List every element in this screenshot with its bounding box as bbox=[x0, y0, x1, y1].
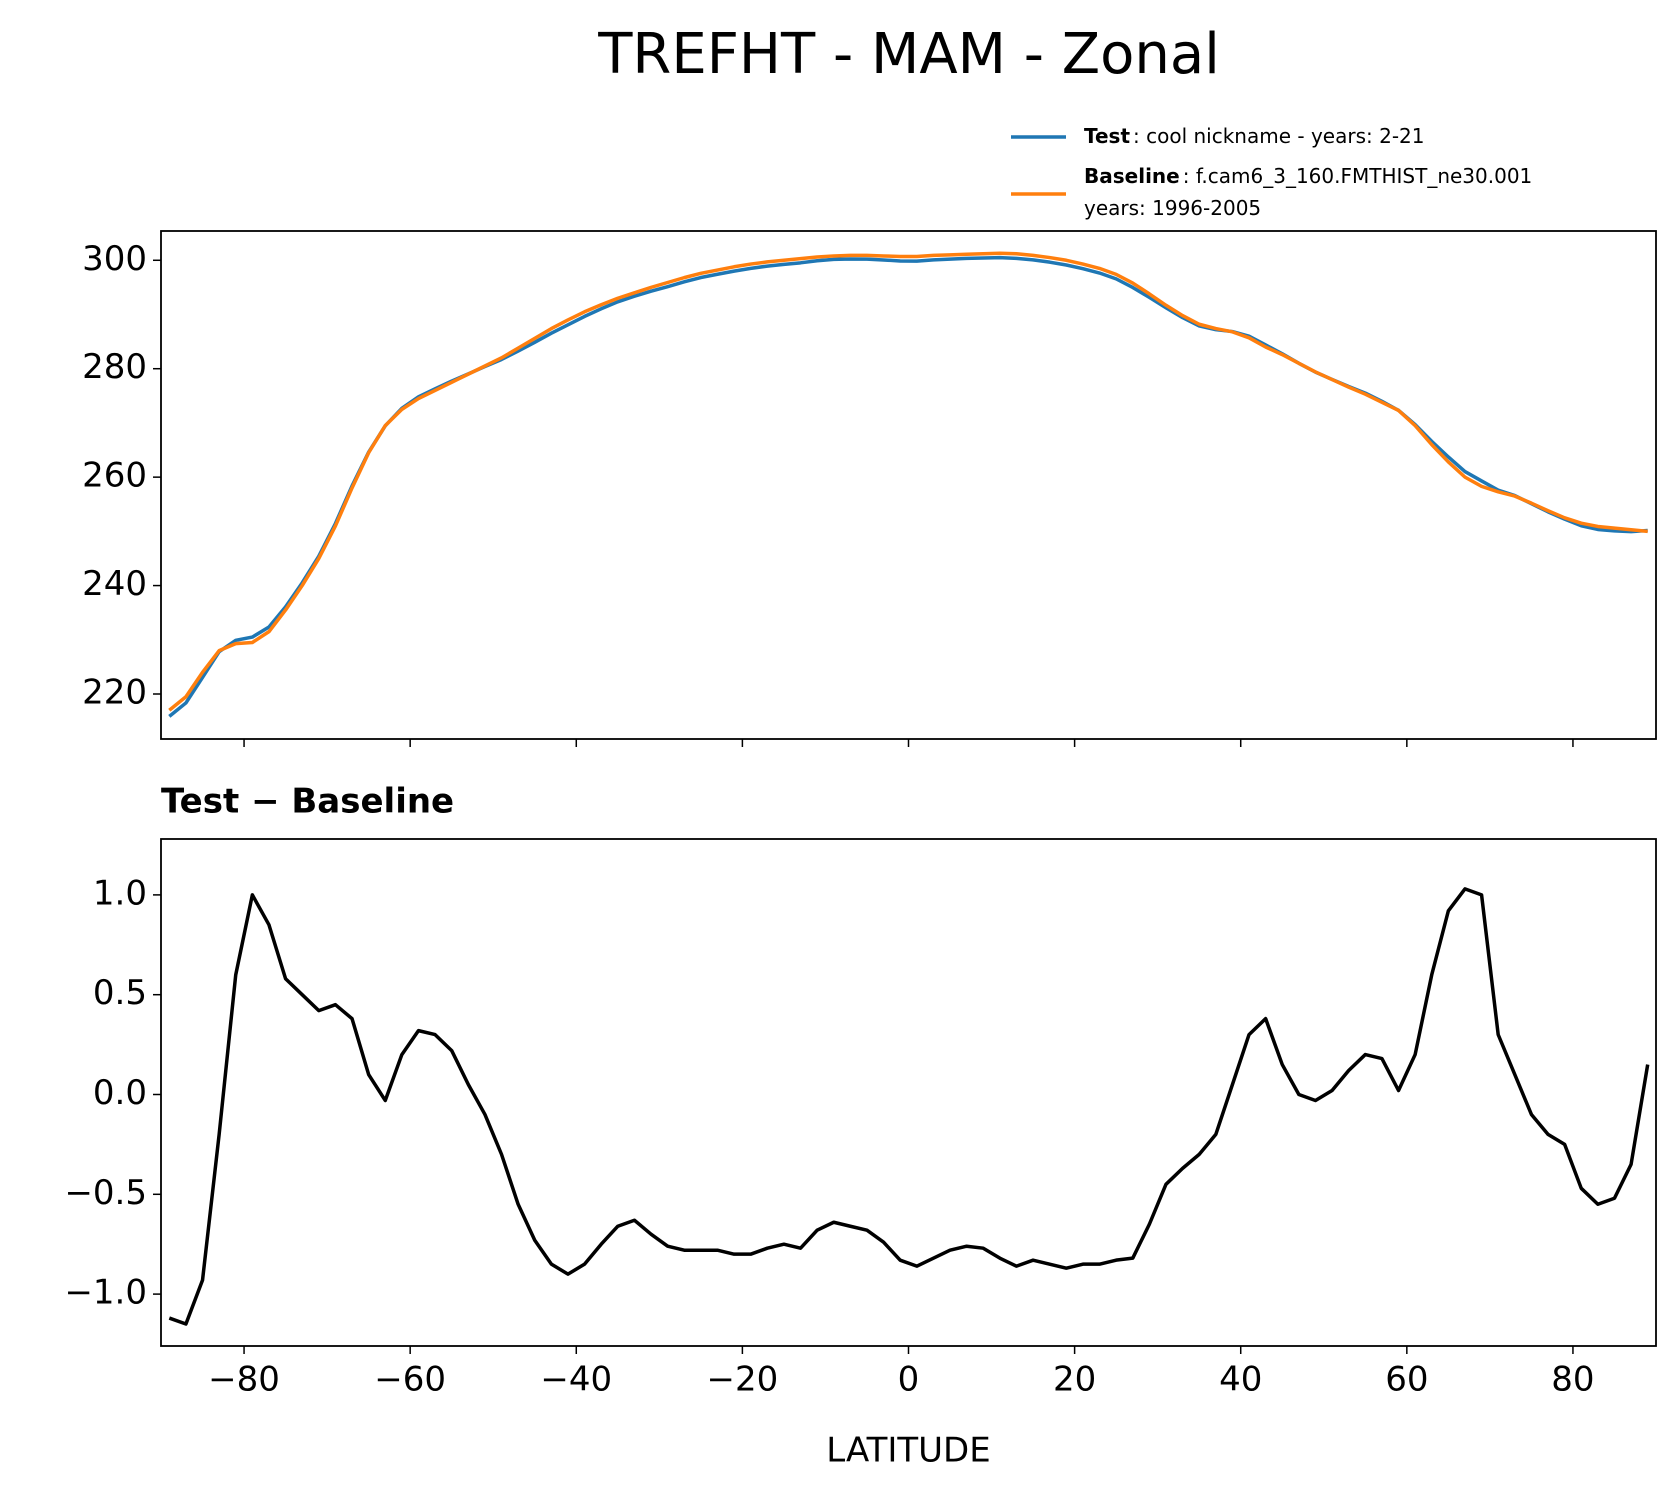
series-line bbox=[168, 887, 1650, 1326]
x-tick-label: −80 bbox=[208, 1360, 280, 1400]
x-tick-label: 40 bbox=[1219, 1360, 1262, 1400]
y-tick-label: −0.5 bbox=[64, 1173, 147, 1213]
axes-frame bbox=[160, 838, 1657, 1347]
legend-label: years: 1996-2005 bbox=[1084, 196, 1261, 220]
series-line bbox=[168, 251, 1648, 712]
x-axis-label: LATITUDE bbox=[826, 1431, 990, 1471]
y-tick-label: 0.5 bbox=[93, 973, 147, 1013]
legend-description: : f.cam6_3_160.FMTHIST_ne30.001 bbox=[1183, 164, 1533, 188]
legend-description: years: 1996-2005 bbox=[1084, 196, 1261, 220]
y-tick-label: 280 bbox=[82, 347, 147, 387]
y-tick-label: 260 bbox=[82, 456, 147, 496]
subplot-title: Test − Baseline bbox=[161, 782, 454, 822]
legend-name: Test bbox=[1084, 124, 1130, 148]
x-tick-label: 60 bbox=[1385, 1360, 1428, 1400]
y-tick-label: 240 bbox=[82, 564, 147, 604]
x-tick-label: 80 bbox=[1551, 1360, 1594, 1400]
x-tick-label: −40 bbox=[540, 1360, 612, 1400]
legend-name: Baseline bbox=[1084, 164, 1180, 188]
legend-description: : cool nickname - years: 2-21 bbox=[1133, 124, 1424, 148]
x-tick-label: −20 bbox=[707, 1360, 779, 1400]
y-tick-label: −1.0 bbox=[64, 1273, 147, 1313]
plot-area bbox=[168, 251, 1648, 718]
x-tick-label: −60 bbox=[374, 1360, 446, 1400]
y-tick-label: 0.0 bbox=[93, 1073, 147, 1113]
x-tick-label: 20 bbox=[1053, 1360, 1096, 1400]
axes-frame bbox=[160, 230, 1657, 740]
legend-label: Test: cool nickname - years: 2-21 bbox=[1084, 124, 1424, 148]
series-line bbox=[168, 255, 1648, 718]
figure-title: TREFHT - MAM - Zonal bbox=[597, 22, 1220, 87]
y-tick-label: 220 bbox=[82, 673, 147, 713]
y-tick-label: 1.0 bbox=[93, 873, 147, 913]
legend-label: Baseline: f.cam6_3_160.FMTHIST_ne30.001 bbox=[1084, 164, 1532, 188]
y-tick-label: 300 bbox=[82, 239, 147, 279]
x-tick-label: 0 bbox=[898, 1360, 920, 1400]
plot-area bbox=[168, 887, 1650, 1326]
